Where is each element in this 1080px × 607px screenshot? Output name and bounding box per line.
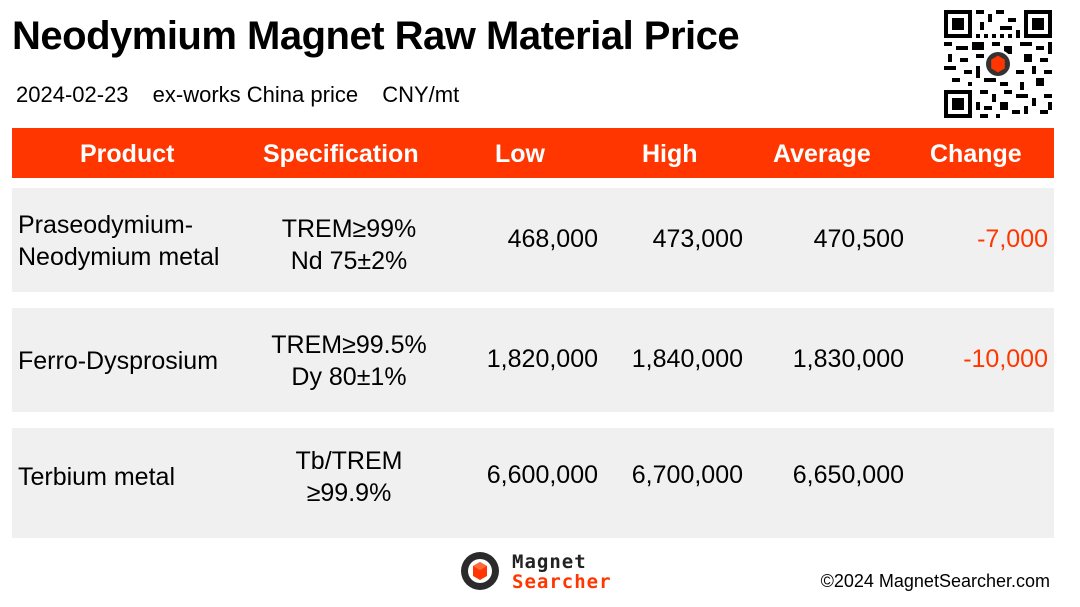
magnet-searcher-logo-icon (461, 552, 499, 590)
low-price-cell: 6,600,000 (486, 461, 598, 489)
average-price-cell: 1,830,000 (792, 345, 904, 373)
price-basis: ex-works China price (152, 82, 359, 107)
table-header: Product Specification Low High Average C… (12, 128, 1054, 178)
product-cell: Ferro-Dysprosium (18, 347, 219, 375)
average-price-cell: 470,500 (813, 225, 904, 253)
column-header-high: High (642, 140, 698, 168)
column-header-product: Product (80, 140, 175, 168)
page-title: Neodymium Magnet Raw Material Price (12, 14, 740, 58)
spec-line1: Tb/TREM (295, 447, 403, 475)
report-date: 2024-02-23 (16, 82, 129, 107)
column-header-low: Low (495, 140, 545, 168)
specification-cell: TREM≥99% Nd 75±2% (256, 213, 442, 277)
product-cell: Terbium metal (18, 463, 175, 491)
column-header-average: Average (773, 140, 871, 168)
product-name-line2: Neodymium metal (18, 243, 220, 271)
price-table: Product Specification Low High Average C… (12, 128, 1054, 554)
table-row: Praseodymium- Neodymium metal TREM≥99% N… (12, 188, 1054, 292)
specification-cell: TREM≥99.5% Dy 80±1% (256, 329, 442, 393)
qr-code-icon (944, 10, 1052, 118)
change-cell: -7,000 (977, 225, 1048, 253)
table-row: Terbium metal Tb/TREM ≥99.9% 6,600,000 6… (12, 428, 1054, 538)
copyright: ©2024 MagnetSearcher.com (820, 571, 1050, 591)
brand-line2: Searcher (512, 571, 612, 593)
low-price-cell: 468,000 (507, 225, 598, 253)
subtitle: 2024-02-23 ex-works China price CNY/mt (16, 82, 477, 108)
spec-line1: TREM≥99% (281, 215, 417, 243)
high-price-cell: 1,840,000 (631, 345, 743, 373)
price-unit: CNY/mt (382, 82, 460, 107)
table-row: Ferro-Dysprosium TREM≥99.5% Dy 80±1% 1,8… (12, 308, 1054, 412)
spec-line1: TREM≥99.5% (271, 331, 427, 359)
low-price-cell: 1,820,000 (486, 345, 598, 373)
specification-cell: Tb/TREM ≥99.9% (256, 445, 442, 509)
brand-name: Magnet Searcher (512, 552, 612, 592)
brand-line1: Magnet (512, 551, 587, 573)
spec-line2: ≥99.9% (306, 479, 392, 507)
column-header-change: Change (930, 140, 1022, 168)
column-header-specification: Specification (263, 140, 419, 168)
spec-line2: Nd 75±2% (290, 247, 408, 275)
high-price-cell: 473,000 (652, 225, 743, 253)
product-name-line1: Praseodymium- (18, 211, 194, 239)
high-price-cell: 6,700,000 (631, 461, 743, 489)
average-price-cell: 6,650,000 (792, 461, 904, 489)
change-cell: -10,000 (963, 345, 1048, 373)
product-cell: Praseodymium- Neodymium metal (18, 209, 219, 273)
spec-line2: Dy 80±1% (291, 363, 407, 391)
